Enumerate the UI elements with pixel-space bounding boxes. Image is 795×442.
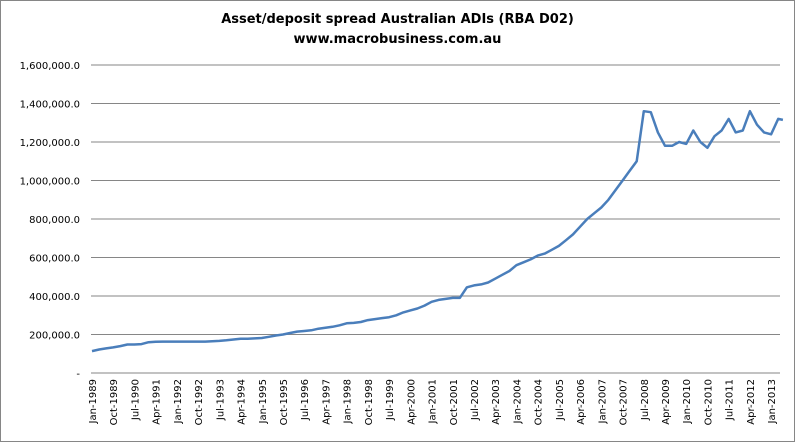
x-tick-label: Jan-1989 — [88, 379, 99, 424]
x-tick-label: Apr-1991 — [152, 379, 163, 425]
x-tick-label: Jul-1996 — [300, 379, 311, 421]
x-tick-label: Jan-1992 — [173, 379, 184, 424]
y-tick-label: 1,000,000.0 — [20, 177, 80, 188]
x-tick-label: Jul-1999 — [385, 379, 396, 421]
x-tick-label: Oct-1989 — [109, 379, 120, 425]
x-tick-label: Oct-1992 — [194, 379, 205, 425]
y-tick-label: 1,400,000.0 — [20, 100, 80, 111]
x-tick-label: Jan-2013 — [767, 379, 778, 424]
x-tick-label: Apr-2003 — [491, 379, 502, 425]
x-tick-label: Jan-2010 — [682, 379, 693, 424]
x-tick-label: Jan-2001 — [428, 379, 439, 424]
x-tick-label: Jul-2002 — [470, 379, 481, 421]
x-tick-label: Jan-1995 — [258, 379, 269, 424]
x-tick-label: Oct-2001 — [449, 379, 460, 425]
x-tick-label: Apr-1997 — [321, 379, 332, 425]
x-tick-label: Jan-1998 — [343, 379, 354, 424]
x-tick-label: Jul-2008 — [640, 379, 651, 421]
chart-subtitle: www.macrobusiness.com.au — [293, 32, 502, 47]
x-tick-label: Apr-2012 — [746, 379, 757, 425]
y-tick-label: 600,000.0 — [29, 254, 80, 265]
x-tick-label: Apr-2009 — [661, 379, 672, 425]
y-tick-label: 400,000.0 — [29, 292, 80, 303]
x-tick-label: Jan-2004 — [512, 379, 523, 424]
y-tick-label: 1,600,000.0 — [20, 61, 80, 72]
x-tick-label: Jul-2005 — [555, 379, 566, 421]
data-series-line — [91, 109, 784, 353]
x-tick-label: Jul-2011 — [725, 379, 736, 421]
x-tick-label: Oct-2004 — [534, 379, 545, 425]
x-tick-label: Apr-1994 — [237, 379, 248, 425]
y-tick-label: 1,200,000.0 — [20, 138, 80, 149]
x-tick-label: Jul-1993 — [215, 379, 226, 421]
x-tick-label: Oct-1995 — [279, 379, 290, 425]
x-tick-label: Apr-2000 — [406, 379, 417, 425]
x-tick-label: Oct-1998 — [364, 379, 375, 425]
x-tick-label: Apr-2006 — [576, 379, 587, 425]
x-tick-label: Jul-1990 — [130, 379, 141, 421]
x-tick-label: Oct-2010 — [703, 379, 714, 425]
x-tick-label: Jan-2007 — [597, 379, 608, 424]
y-tick-label: 800,000.0 — [29, 215, 80, 226]
chart-title: Asset/deposit spread Australian ADIs (RB… — [221, 12, 574, 27]
y-tick-label: - — [76, 369, 80, 380]
x-tick-label: Oct-2007 — [619, 379, 630, 425]
y-tick-label: 200,000.0 — [29, 331, 80, 342]
